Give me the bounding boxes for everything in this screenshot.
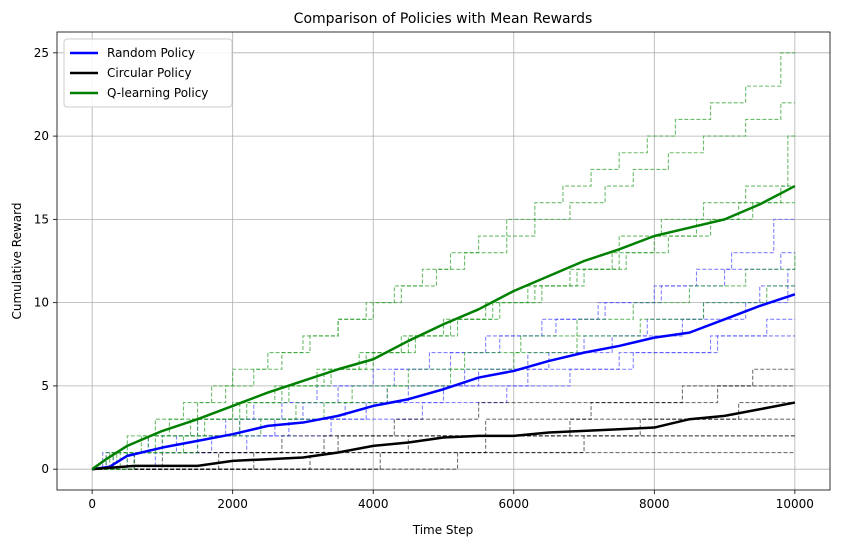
- circular-run-line-11: [92, 418, 795, 470]
- y-tick-label-2: 10: [34, 296, 49, 310]
- qlearning-run-line-18: [92, 285, 795, 470]
- y-tick-label-3: 15: [34, 212, 49, 226]
- legend: Random Policy Circular Policy Q-learning…: [63, 38, 233, 108]
- circular-run-line-10: [92, 385, 795, 470]
- random-run-line-3: [92, 318, 795, 470]
- circular-run-line-12: [92, 451, 795, 470]
- qlearning-run-line-16: [92, 252, 796, 470]
- circular-policy-mean-line: [92, 401, 796, 471]
- qlearning-run-line-14: [92, 52, 795, 470]
- plot-area-frame: [56, 31, 831, 491]
- x-tick-label-1: 2000: [217, 497, 248, 511]
- x-tick-label-4: 8000: [639, 497, 670, 511]
- x-tick-label-2: 4000: [358, 497, 389, 511]
- individual-runs: [92, 52, 796, 470]
- qlearning-run-line-13: [92, 102, 795, 470]
- y-tick-label-0: 0: [41, 462, 49, 476]
- chart-title: Comparison of Policies with Mean Rewards: [294, 11, 593, 27]
- y-axis-label: Cumulative Reward: [10, 203, 24, 320]
- x-tick-label-0: 0: [88, 497, 96, 511]
- y-tick-label-5: 25: [34, 46, 49, 60]
- x-tick-label-5: 10000: [776, 497, 814, 511]
- legend-box: [63, 38, 233, 108]
- mean-series: [91, 184, 796, 471]
- legend-label-qlearning: Q-learning Policy: [107, 86, 208, 100]
- random-run-line-2: [92, 268, 795, 470]
- qlearning-run-line-19: [92, 135, 795, 470]
- q-learning-policy-mean-line: [91, 184, 796, 471]
- random-policy-mean-line: [91, 293, 796, 471]
- x-tick-label-3: 6000: [498, 497, 529, 511]
- x-axis-label: Time Step: [412, 523, 474, 537]
- y-tick-label-4: 20: [34, 129, 49, 143]
- axis-ticks: 0 2000 4000 6000 8000 10000 0 5 10 15 20 25: [34, 46, 814, 511]
- legend-label-random: Random Policy: [107, 46, 195, 60]
- y-tick-label-1: 5: [41, 379, 49, 393]
- legend-label-circular: Circular Policy: [107, 66, 192, 80]
